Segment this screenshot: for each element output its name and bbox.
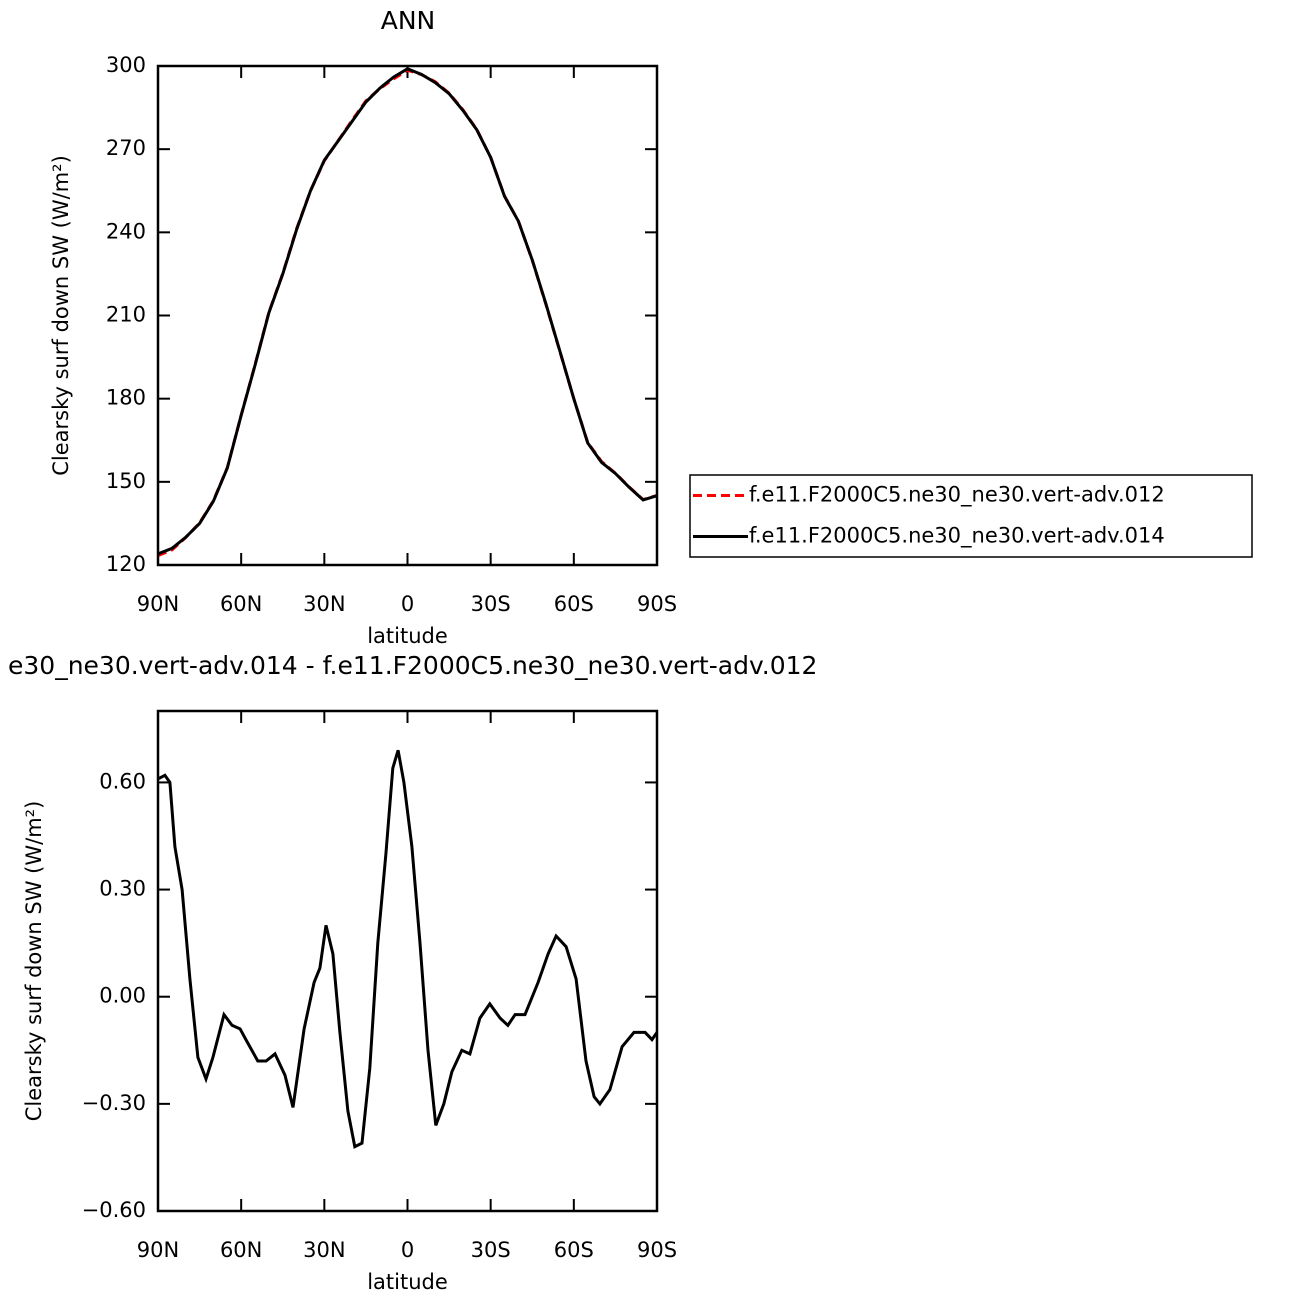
- y-tick-label: 0.60: [99, 769, 146, 793]
- y-tick-label: 0.30: [99, 877, 146, 901]
- y-tick-label: 210: [106, 303, 146, 327]
- chart-title: ANN: [381, 6, 436, 35]
- y-tick-label: −0.60: [82, 1198, 146, 1222]
- legend-box: [689, 474, 1253, 558]
- x-tick-label: 90N: [137, 592, 179, 616]
- plot-frame: [156, 64, 659, 567]
- y-tick-label: −0.30: [82, 1091, 146, 1115]
- y-axis-label: Clearsky surf down SW (W/m²): [49, 155, 73, 476]
- y-tick-label: 300: [106, 53, 146, 77]
- x-tick-label: 30S: [471, 592, 511, 616]
- chart-title: e30_ne30.vert-adv.014 - f.e11.F2000C5.ne…: [8, 651, 817, 680]
- legend-label: f.e11.F2000C5.ne30_ne30.vert-adv.014: [749, 524, 1165, 549]
- x-tick-label: 30S: [471, 1238, 511, 1262]
- x-axis-label: latitude: [367, 1270, 448, 1294]
- y-tick-label: 120: [106, 552, 146, 576]
- y-tick-label: 240: [106, 219, 146, 243]
- plot-frame: [156, 709, 659, 1213]
- data-line: [157, 749, 659, 1149]
- x-tick-label: 60S: [554, 592, 594, 616]
- data-line: [157, 68, 658, 557]
- x-tick-label: 30N: [303, 1238, 345, 1262]
- x-tick-label: 0: [401, 1238, 414, 1262]
- x-tick-label: 60N: [220, 592, 262, 616]
- legend-label: f.e11.F2000C5.ne30_ne30.vert-adv.012: [749, 483, 1165, 508]
- x-axis-label: latitude: [367, 624, 448, 648]
- x-tick-label: 90N: [137, 1238, 179, 1262]
- y-tick-label: 0.00: [99, 984, 146, 1008]
- x-tick-label: 60N: [220, 1238, 262, 1262]
- y-tick-label: 150: [106, 469, 146, 493]
- y-tick-label: 270: [106, 136, 146, 160]
- x-tick-label: 60S: [554, 1238, 594, 1262]
- x-tick-label: 90S: [637, 592, 677, 616]
- y-tick-label: 180: [106, 386, 146, 410]
- x-tick-label: 0: [401, 592, 414, 616]
- x-tick-label: 90S: [637, 1238, 677, 1262]
- x-tick-label: 30N: [303, 592, 345, 616]
- data-line: [157, 67, 658, 556]
- y-axis-label: Clearsky surf down SW (W/m²): [22, 801, 46, 1122]
